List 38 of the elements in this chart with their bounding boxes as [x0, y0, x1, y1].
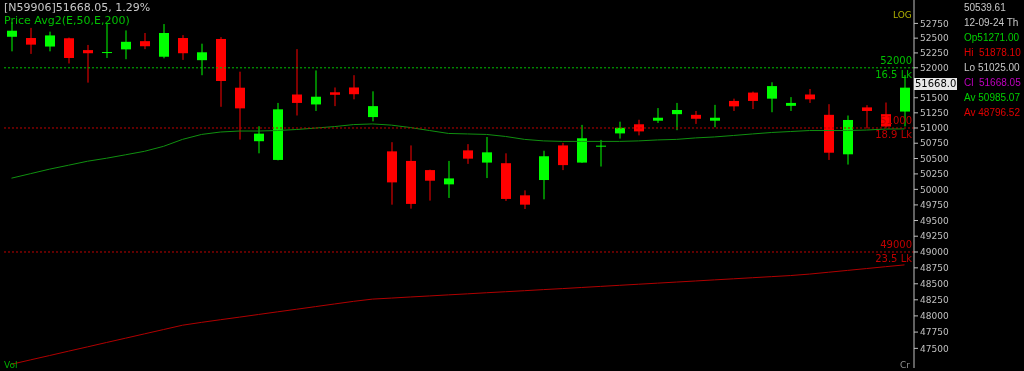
text: Lo 51025.00	[964, 62, 1020, 73]
y-tick-label: 51000	[920, 123, 949, 134]
y-tick-label: 48750	[920, 263, 949, 274]
text: 12-09-24 Th	[964, 17, 1019, 28]
y-tick-label: 49000	[920, 247, 949, 258]
y-tick-label: 52500	[920, 33, 949, 44]
y-tick-label: 49250	[920, 231, 949, 242]
y-tick-label: 49750	[920, 200, 949, 211]
y-tick-label: 48000	[920, 311, 949, 322]
chart-title: [N59906]51668.05, 1.29%	[4, 1, 151, 14]
y-tick-label: 50000	[920, 184, 949, 195]
y-tick-label: 52250	[920, 48, 949, 59]
y-tick-label: 52000	[920, 63, 949, 73]
annotation: Cr	[900, 360, 910, 370]
candlestick	[596, 139, 606, 167]
text: 51668.0	[914, 78, 958, 90]
y-tick-label: 50250	[920, 169, 949, 180]
text: Hi 51878.10	[964, 47, 1021, 58]
y-tick-label: 50500	[920, 153, 949, 164]
y-tick-label: 49500	[920, 215, 949, 226]
annotation: LOG	[893, 10, 912, 20]
text: Cl 51668.05	[964, 77, 1021, 88]
text: Av 48796.52	[964, 107, 1020, 118]
y-tick-label: 51250	[920, 108, 949, 119]
ref-line-label: 52000 16.5 Lk	[875, 54, 913, 80]
y-tick-label: 47500	[920, 343, 949, 354]
y-tick-label: 52750	[920, 18, 949, 29]
y-tick-label: 51500	[920, 92, 949, 103]
text: Op51271.00	[964, 32, 1020, 43]
y-tick-label: 50750	[920, 138, 949, 149]
y-tick-label: 48500	[920, 278, 949, 289]
text: 50539.61	[964, 2, 1006, 13]
text: Price Avg2(E,50,E,200)	[4, 14, 130, 27]
text: Av 50985.07	[964, 92, 1020, 103]
y-tick-label: 48250	[920, 295, 949, 305]
ref-line-label: 49000 23.5 Lk	[875, 238, 913, 264]
y-tick-label: 47750	[920, 327, 949, 338]
annotation: Vol	[4, 360, 18, 370]
